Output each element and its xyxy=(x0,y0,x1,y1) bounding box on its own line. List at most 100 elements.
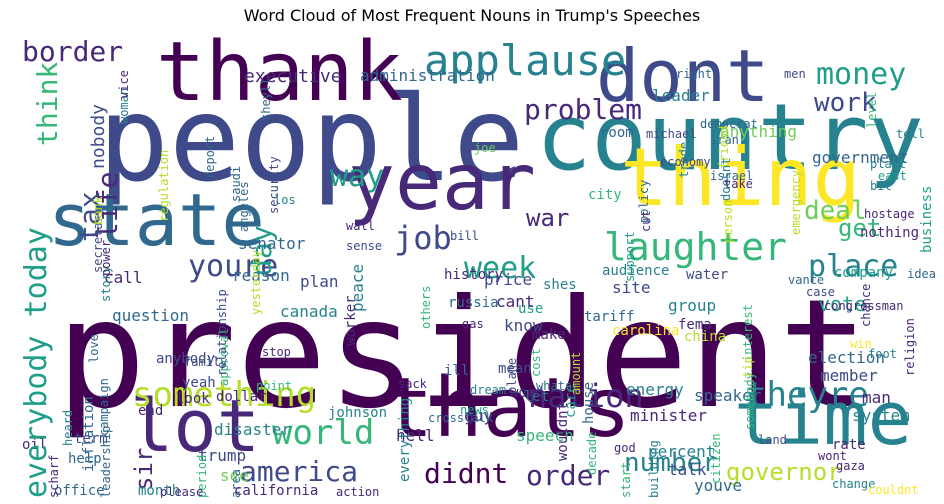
word-decade: decade xyxy=(585,431,599,476)
word-plane: plane xyxy=(505,357,519,394)
word-trade: trade xyxy=(677,141,691,178)
word-iran: iran xyxy=(710,133,739,147)
word-whats: whats xyxy=(536,379,573,393)
word-sense: sense xyxy=(346,239,383,253)
word-dont: dont xyxy=(596,34,770,118)
word-percent: percent xyxy=(648,442,716,461)
word-youre: youre xyxy=(188,249,279,284)
word-building: building xyxy=(647,440,661,498)
word-california: california xyxy=(234,483,319,498)
word-case: case xyxy=(806,285,835,299)
word-make: make xyxy=(532,327,566,343)
word-applause: applause xyxy=(424,36,627,85)
word-word: word xyxy=(510,385,544,401)
word-plant: plant xyxy=(870,157,907,171)
word-year: year xyxy=(348,138,536,228)
word-water: water xyxy=(686,267,729,283)
word-history: history xyxy=(444,267,504,283)
word-administration: administration xyxy=(360,66,495,85)
word-men: men xyxy=(784,67,806,81)
word-question: question xyxy=(112,306,190,325)
word-los: los xyxy=(274,193,296,207)
word-anything: anything xyxy=(720,122,798,141)
word-talk: talk xyxy=(668,460,707,479)
word-deal: deal xyxy=(804,196,867,226)
word-dream: dream xyxy=(470,383,507,397)
word-house: house xyxy=(581,381,597,424)
word-mean: mean xyxy=(498,361,532,377)
word-didnt: didnt xyxy=(424,457,509,490)
word-thats: thats xyxy=(384,361,631,456)
word-speech: speech xyxy=(516,426,574,445)
word-economy: economy xyxy=(660,155,711,169)
word-nothing: nothing xyxy=(860,225,920,241)
word-crosstalk: crosstalk xyxy=(428,411,494,425)
word-take: take xyxy=(724,177,753,191)
word-wont: wont xyxy=(818,449,847,463)
word-report: report xyxy=(203,135,217,180)
word-land: land xyxy=(758,433,787,447)
word-please: please xyxy=(160,485,204,498)
word-yesterday: yesterday xyxy=(249,249,263,315)
word-order: order xyxy=(526,459,611,492)
word-joe: joe xyxy=(474,141,496,155)
word-cant: cant xyxy=(496,292,535,311)
word-man: man xyxy=(862,388,891,407)
word-reason: reason xyxy=(232,266,290,285)
word-nation: nation xyxy=(528,377,644,415)
word-point: point xyxy=(256,379,293,393)
word-see: see xyxy=(220,466,249,485)
word-michael: michael xyxy=(646,127,697,141)
word-emergency: emergency xyxy=(789,169,803,235)
word-disaster: disaster xyxy=(214,420,292,439)
word-thank: thank xyxy=(156,32,403,120)
word-dollar: dollar xyxy=(216,389,267,405)
word-couldnt: couldnt xyxy=(868,483,919,497)
word-congressman: congressman xyxy=(824,299,904,313)
word-job: job xyxy=(394,219,452,257)
word-news: news xyxy=(460,403,489,417)
word-use: use xyxy=(518,301,544,317)
word-support: support xyxy=(623,231,637,283)
word-yeah: yeah xyxy=(182,375,216,391)
word-election: election xyxy=(808,348,886,367)
word-number: number xyxy=(624,448,718,478)
word-money: money xyxy=(816,57,907,92)
word-bit: bit xyxy=(870,179,892,193)
word-god: god xyxy=(614,441,636,455)
word-rate: rate xyxy=(832,437,866,453)
word-cloud: president people country thank dont thing year… xyxy=(8,32,936,498)
word-fema: fema xyxy=(678,317,712,333)
word-thing: thing xyxy=(620,131,861,224)
word-governor: governor xyxy=(726,458,842,486)
word-business: business xyxy=(919,185,935,254)
word-people: people xyxy=(98,70,525,208)
word-johnson: johnson xyxy=(328,405,388,421)
word-person: person xyxy=(721,199,735,244)
word-vice: vice xyxy=(117,69,131,99)
word-theyll: theyll xyxy=(259,77,273,122)
word-member: member xyxy=(820,366,878,385)
word-lot: lot xyxy=(130,384,261,468)
word-others: others xyxy=(419,285,433,330)
word-regulation: regulation xyxy=(157,149,171,222)
word-cost: cost xyxy=(529,347,543,377)
word-israel: israel xyxy=(710,169,754,183)
word-saudi: saudi xyxy=(229,165,243,202)
word-shes: shes xyxy=(543,277,577,293)
word-guy: guy xyxy=(464,406,493,425)
word-youve: youve xyxy=(694,476,743,495)
word-action: action xyxy=(336,485,380,498)
word-win: win xyxy=(850,337,872,351)
word-democrat: democrat xyxy=(700,117,758,131)
word-ill: ill xyxy=(444,363,470,379)
word-week: week xyxy=(464,251,537,286)
word-month: month xyxy=(138,483,181,498)
word-audience: audience xyxy=(602,263,670,279)
word-border: border xyxy=(22,35,124,68)
word-look: look xyxy=(176,391,210,407)
word-level: level xyxy=(865,91,879,128)
word-russia: russia xyxy=(448,295,499,311)
word-right: right xyxy=(676,67,713,81)
word-theyre: theyre xyxy=(746,375,869,415)
